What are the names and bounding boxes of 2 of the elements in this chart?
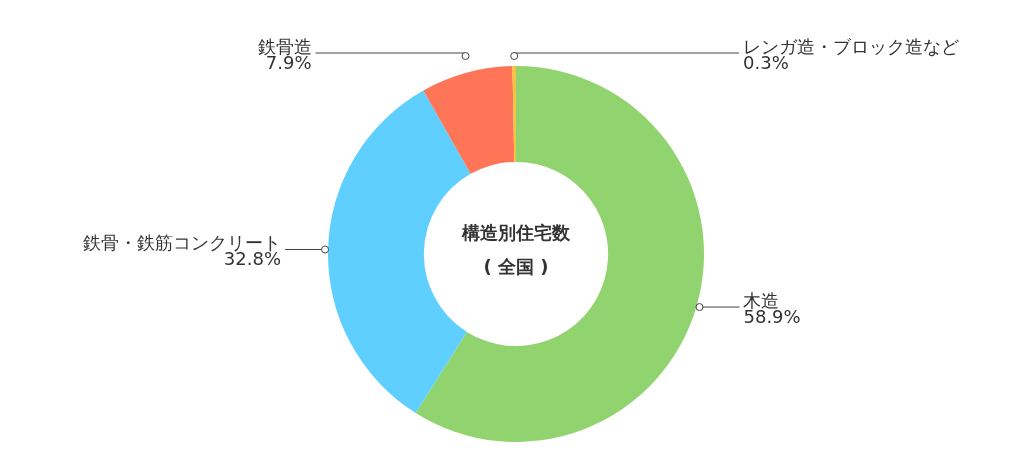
text: 構造別住宅数 — [461, 221, 571, 243]
text: ( 全国 ) — [483, 255, 549, 277]
